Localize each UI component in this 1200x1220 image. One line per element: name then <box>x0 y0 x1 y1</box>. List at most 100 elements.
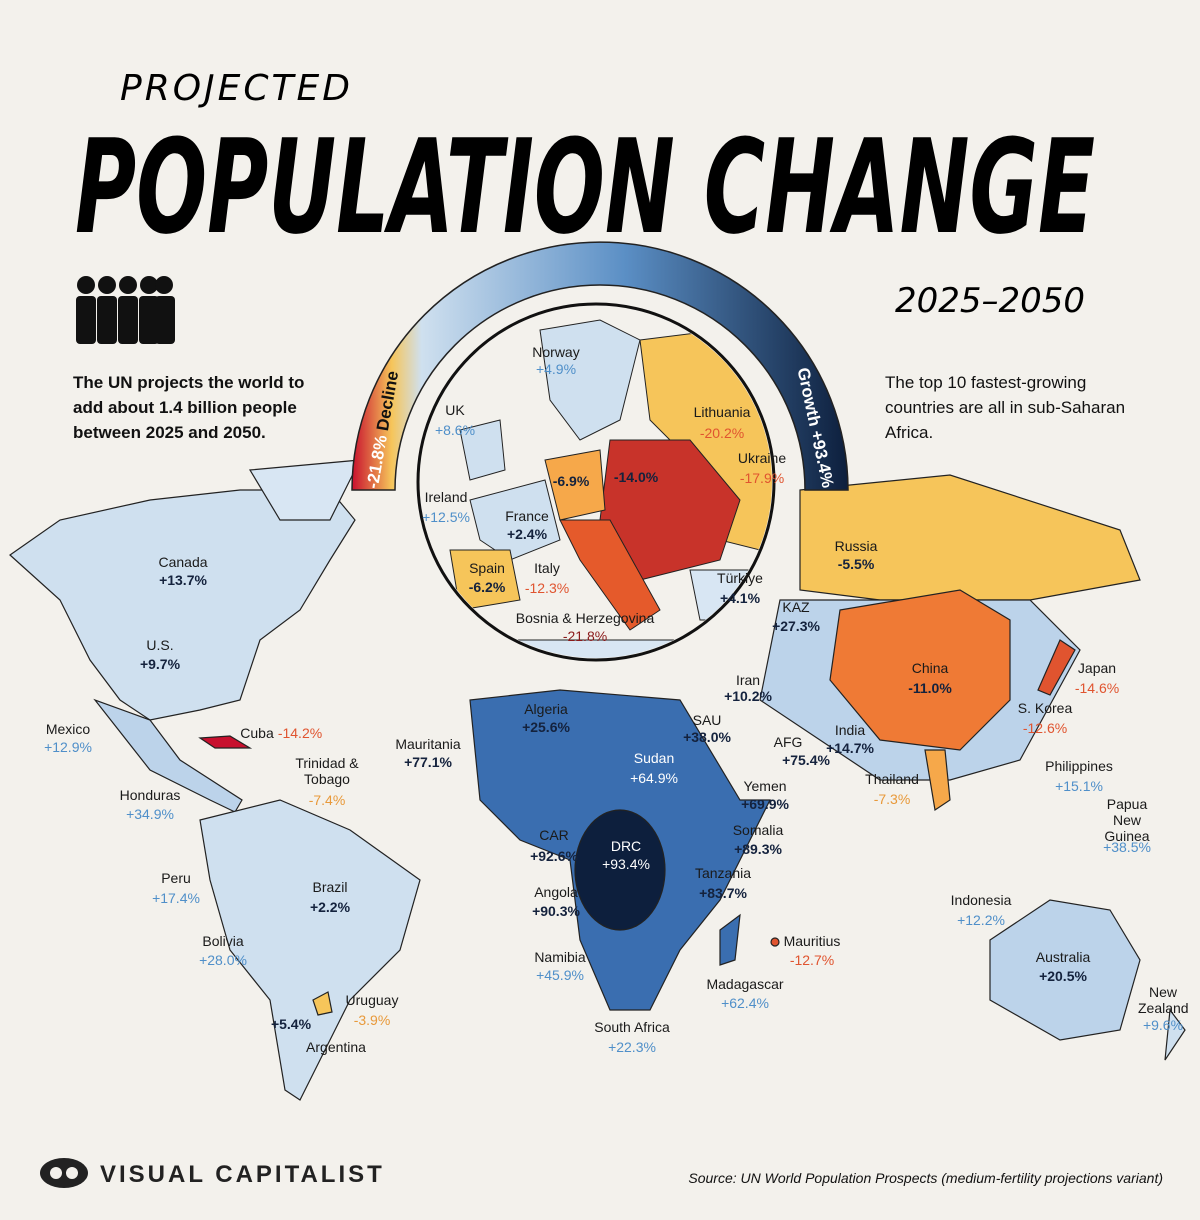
country-name: Indonesia <box>950 892 1012 908</box>
change-value: +38.0% <box>683 729 731 745</box>
country-name: Italy <box>534 560 560 576</box>
change-value: -11.0% <box>908 680 952 696</box>
country-name: S. Korea <box>1017 700 1073 716</box>
country-name: Canada <box>158 554 208 570</box>
change-value: -6.9% <box>552 473 590 489</box>
country-name: Uruguay <box>345 992 399 1008</box>
country-name: Cuba <box>240 725 274 741</box>
change-value: +2.2% <box>309 899 351 915</box>
country-name: India <box>834 722 866 738</box>
change-value: +17.4% <box>152 890 200 906</box>
change-value: +9.6% <box>1142 1017 1184 1033</box>
country-name: Angola <box>534 884 578 900</box>
change-value: -7.4% <box>308 792 346 808</box>
country-name: Trinidad & Tobago <box>295 755 359 787</box>
intro: The UN projects the world to add about 1… <box>73 373 305 442</box>
change-value: +4.9% <box>535 361 577 377</box>
change-value: -17.9% <box>739 470 785 486</box>
change-value: +10.2% <box>724 688 772 704</box>
country-name: Mauritius <box>783 933 841 949</box>
years: 2025–2050 <box>895 281 1085 321</box>
country-name: Madagascar <box>706 976 784 992</box>
change-value: +38.5% <box>1103 839 1151 855</box>
country-name: Japan <box>1077 660 1117 676</box>
change-value: +14.7% <box>826 740 874 756</box>
country-name: Somalia <box>732 822 784 838</box>
country-name: Sudan <box>633 750 675 766</box>
change-value: +62.4% <box>721 995 769 1011</box>
change-value: +4.1% <box>719 590 761 606</box>
change-value: +9.7% <box>139 656 181 672</box>
country-name: Norway <box>532 344 580 360</box>
country-name: China <box>911 660 949 676</box>
country-name: Peru <box>161 870 191 886</box>
change-value: +75.4% <box>782 752 830 768</box>
change-value: +77.1% <box>404 754 452 770</box>
source: Source: UN World Population Prospects (m… <box>688 1170 1163 1186</box>
change-value: +5.4% <box>270 1016 312 1032</box>
country-name: Mexico <box>45 721 91 737</box>
change-value: +25.6% <box>522 719 570 735</box>
country-name: Algeria <box>524 701 568 717</box>
change-value: +28.0% <box>199 952 247 968</box>
country-name: Australia <box>1035 949 1091 965</box>
country-name: Bolivia <box>202 933 244 949</box>
country-name: AFG <box>773 734 803 750</box>
world-map <box>9 459 1186 1101</box>
change-value: -14.0% <box>613 469 659 485</box>
country-name: KAZ <box>782 599 810 615</box>
logo <box>40 1158 88 1188</box>
change-value: -14.2% <box>277 725 323 741</box>
country-name: Spain <box>469 560 505 576</box>
change-value: +92.6% <box>530 848 578 864</box>
change-value: +12.2% <box>957 912 1005 928</box>
change-value: -20.2% <box>699 425 745 441</box>
change-value: +45.9% <box>536 967 584 983</box>
note: The top 10 fastest-growing countries are… <box>885 373 1126 442</box>
change-value: -5.5% <box>837 556 875 572</box>
change-value: +12.5% <box>422 509 470 525</box>
change-value: +20.5% <box>1039 968 1087 984</box>
country-name: Philippines <box>1045 758 1113 774</box>
country-name: Namibia <box>534 949 586 965</box>
change-value: +2.4% <box>506 526 548 542</box>
change-value: +27.3% <box>772 618 820 634</box>
change-value: +8.6% <box>434 422 476 438</box>
change-value: -21.8% <box>562 628 608 644</box>
country-name: Tanzania <box>694 865 752 881</box>
country-name: South Africa <box>594 1019 670 1035</box>
country-name: France <box>505 508 549 524</box>
country-name: Bosnia & Herzegovina <box>515 610 655 626</box>
scale-ring <box>351 241 849 491</box>
change-value: -14.6% <box>1074 680 1120 696</box>
people-icon <box>76 276 175 344</box>
title: POPULATION CHANGE <box>75 111 1095 263</box>
country-name: DRC <box>610 838 642 854</box>
change-value: -6.2% <box>468 579 506 595</box>
kicker: PROJECTED <box>120 68 353 109</box>
country-name: Thailand <box>865 771 919 787</box>
change-value: -12.6% <box>1022 720 1068 736</box>
country-name: Russia <box>834 538 878 554</box>
country-name: Ukraine <box>737 450 787 466</box>
change-value: -12.3% <box>524 580 570 596</box>
change-value: -3.9% <box>353 1012 391 1028</box>
change-value: +89.3% <box>734 841 782 857</box>
country-name: Honduras <box>119 787 181 803</box>
country-name: U.S. <box>146 637 174 653</box>
country-name: Lithuania <box>693 404 751 420</box>
change-value: +22.3% <box>608 1039 656 1055</box>
country-name: Iran <box>735 672 761 688</box>
country-name: CAR <box>539 827 569 843</box>
country-name: Ireland <box>424 489 468 505</box>
country-name: Yemen <box>743 778 787 794</box>
change-value: +90.3% <box>532 903 580 919</box>
country-name: UK <box>445 402 465 418</box>
country-name: Türkiye <box>717 570 763 586</box>
change-value: +34.9% <box>126 806 174 822</box>
country-name: Papua New Guinea <box>1104 796 1150 844</box>
change-value: +83.7% <box>699 885 747 901</box>
change-value: +13.7% <box>159 572 207 588</box>
